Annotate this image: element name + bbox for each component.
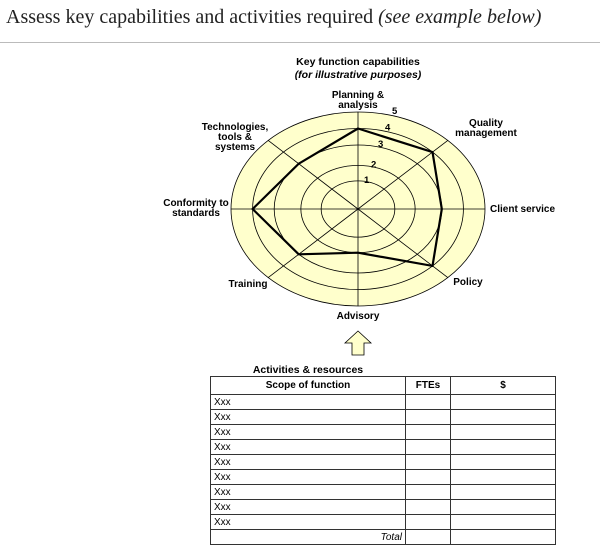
axis-label: Training [229, 279, 268, 290]
total-cost[interactable] [450, 529, 556, 545]
total-ftes[interactable] [405, 529, 451, 545]
tick-label: 3 [378, 139, 383, 150]
axis-label: Client service [490, 204, 555, 215]
axis-label: Policy [453, 277, 483, 288]
scope-cell[interactable]: Xxx [210, 469, 406, 485]
cost-cell[interactable] [450, 454, 556, 470]
page-title: Assess key capabilities and activities r… [6, 6, 541, 29]
chart-subtitle: (for illustrative purposes) [294, 69, 422, 81]
header-ftes: FTEs [405, 376, 451, 395]
ftes-cell[interactable] [405, 424, 451, 440]
table-row: Xxx [210, 409, 556, 425]
scope-cell[interactable]: Xxx [210, 514, 406, 530]
ftes-cell[interactable] [405, 394, 451, 410]
spoke [267, 140, 359, 210]
cost-cell[interactable] [450, 514, 556, 530]
activities-table: Scope of function FTEs $ Xxx Xxx Xxx Xxx Xxx… [210, 376, 556, 545]
scope-cell[interactable]: Xxx [210, 499, 406, 515]
tick-label: 5 [392, 106, 398, 117]
table-row: Xxx [210, 514, 556, 530]
divider [0, 42, 600, 43]
ftes-cell[interactable] [405, 484, 451, 500]
total-row: Total [210, 529, 556, 545]
ftes-cell[interactable] [405, 409, 451, 425]
total-label: Total [210, 529, 406, 545]
up-arrow-icon [343, 330, 373, 356]
scope-cell[interactable]: Xxx [210, 454, 406, 470]
axis-label: Technologies, tools & systems [202, 122, 269, 153]
scope-cell[interactable]: Xxx [210, 394, 406, 410]
table-row: Xxx [210, 469, 556, 485]
table-row: Xxx [210, 499, 556, 515]
table-row: Xxx [210, 394, 556, 410]
cost-cell[interactable] [450, 409, 556, 425]
axis-label: Conformity to standards [163, 198, 229, 219]
table-row: Xxx [210, 454, 556, 470]
scope-cell[interactable]: Xxx [210, 439, 406, 455]
title-italic: (see example below) [378, 6, 542, 28]
cost-cell[interactable] [450, 499, 556, 515]
axis-label: Planning & analysis [332, 90, 384, 111]
chart-title: Key function capabilities [296, 56, 420, 68]
ftes-cell[interactable] [405, 514, 451, 530]
ftes-cell[interactable] [405, 469, 451, 485]
table-row: Xxx [210, 424, 556, 440]
tick-label: 4 [385, 122, 391, 133]
scope-cell[interactable]: Xxx [210, 484, 406, 500]
spoke [267, 208, 359, 278]
table-row: Xxx [210, 439, 556, 455]
title-text: Assess key capabilities and activities r… [6, 6, 374, 28]
cost-cell[interactable] [450, 424, 556, 440]
axis-label: Advisory [337, 311, 380, 322]
header-scope: Scope of function [210, 376, 406, 395]
ftes-cell[interactable] [405, 454, 451, 470]
cost-cell[interactable] [450, 469, 556, 485]
tick-label: 1 [364, 175, 370, 186]
header-cost: $ [450, 376, 556, 395]
table-title: Activities & resources [252, 364, 364, 376]
scope-cell[interactable]: Xxx [210, 409, 406, 425]
cost-cell[interactable] [450, 484, 556, 500]
axis-label: Quality management [455, 118, 517, 139]
ftes-cell[interactable] [405, 499, 451, 515]
cost-cell[interactable] [450, 439, 556, 455]
scope-cell[interactable]: Xxx [210, 424, 406, 440]
ftes-cell[interactable] [405, 439, 451, 455]
table-row: Xxx [210, 484, 556, 500]
tick-label: 2 [371, 159, 376, 170]
cost-cell[interactable] [450, 394, 556, 410]
